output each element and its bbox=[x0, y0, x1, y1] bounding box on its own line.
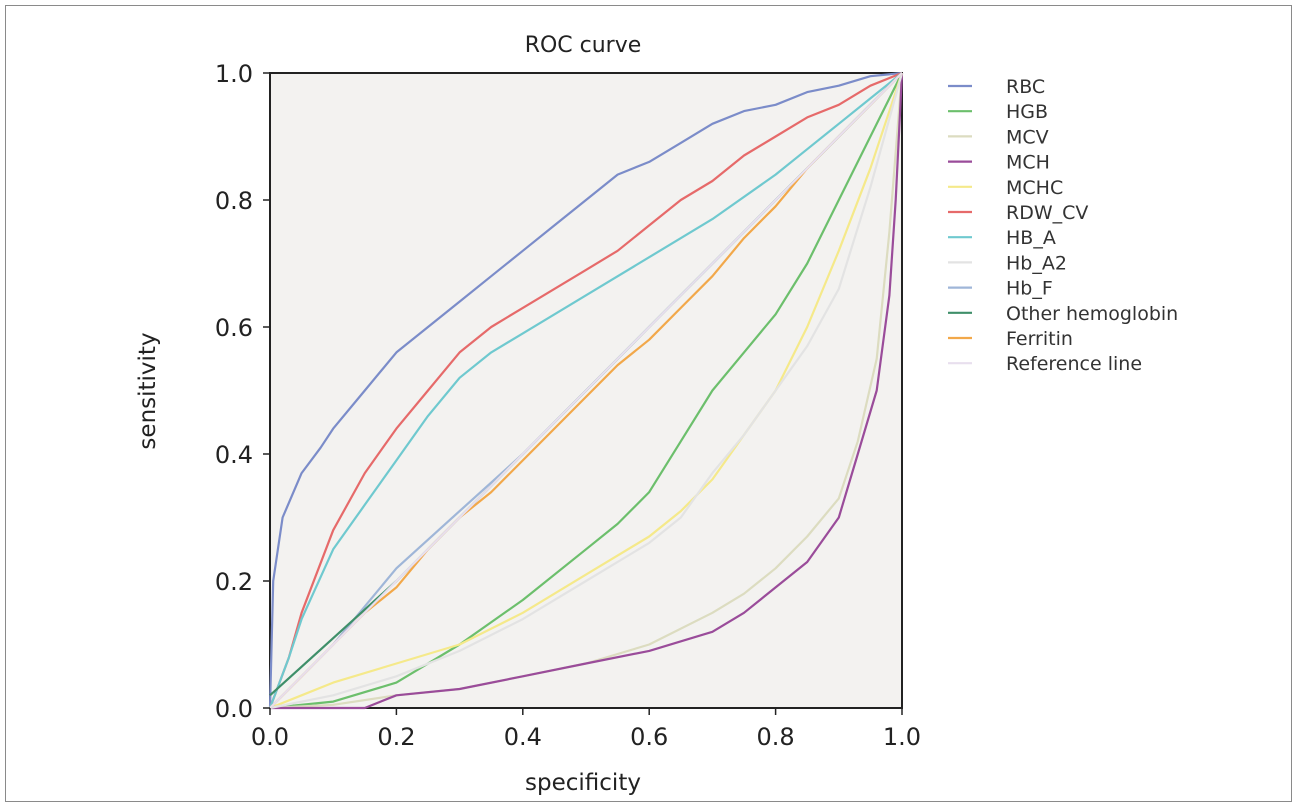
series-line-rdw-cv bbox=[268, 71, 903, 709]
legend-label: Ferritin bbox=[1006, 328, 1073, 350]
legend-label: MCV bbox=[1006, 126, 1049, 148]
legend-label: RBC bbox=[1006, 76, 1045, 98]
series-line-hb-a2 bbox=[269, 72, 904, 710]
y-axis-label: sensitivity bbox=[135, 332, 161, 449]
legend-label: HGB bbox=[1006, 101, 1048, 123]
legend: RBC HGB MCV MCH MCHC RDW_CV HB_A Hb_A2 Hb_F Other… bbox=[948, 76, 1178, 375]
x-tick-label: 0.0 bbox=[251, 723, 289, 751]
x-tick-label: 0.4 bbox=[504, 723, 542, 751]
y-tick-label: 0.4 bbox=[215, 441, 253, 469]
legend-label: MCH bbox=[1006, 152, 1050, 174]
y-tick-label: 0.0 bbox=[215, 695, 253, 723]
legend-label: RDW_CV bbox=[1006, 202, 1088, 224]
axis-layer: 0.0 0.2 0.4 0.6 0.8 1.0 0.0 0.2 0.4 0.6 0.8 1.0 bbox=[215, 60, 921, 751]
x-axis-label: specificity bbox=[525, 770, 641, 796]
series-line-rbc bbox=[268, 71, 903, 709]
x-tick-label: 1.0 bbox=[883, 723, 921, 751]
chart-title: ROC curve bbox=[525, 33, 642, 58]
legend-label: Reference line bbox=[1006, 353, 1142, 375]
series-line-hb-a bbox=[268, 72, 903, 709]
x-tick-label: 0.6 bbox=[630, 723, 668, 751]
x-tick-label: 0.8 bbox=[757, 723, 795, 751]
legend-label: Other hemoglobin bbox=[1006, 303, 1178, 325]
legend-label: Hb_A2 bbox=[1006, 252, 1067, 274]
series-layer bbox=[268, 71, 904, 710]
y-tick-label: 0.8 bbox=[215, 187, 253, 215]
x-tick-label: 0.2 bbox=[377, 723, 415, 751]
series-line-reference-line bbox=[269, 72, 903, 709]
y-tick-label: 0.2 bbox=[215, 568, 253, 596]
series-line-mchc bbox=[269, 72, 904, 710]
legend-label: Hb_F bbox=[1006, 278, 1053, 300]
series-line-ferritin bbox=[269, 72, 903, 709]
legend-label: MCHC bbox=[1006, 177, 1063, 199]
legend-label: HB_A bbox=[1006, 227, 1056, 249]
y-tick-label: 1.0 bbox=[215, 60, 253, 88]
y-tick-label: 0.6 bbox=[215, 314, 253, 342]
series-line-mch bbox=[270, 72, 904, 710]
